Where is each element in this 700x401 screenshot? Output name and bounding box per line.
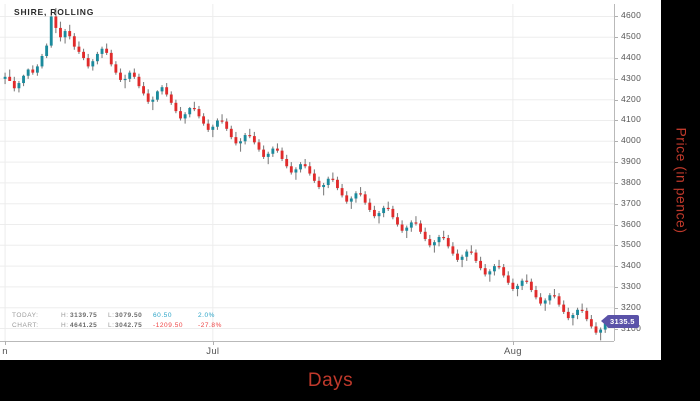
y-tick-mark bbox=[615, 162, 618, 164]
y-axis-tick: 3600 bbox=[615, 219, 661, 229]
y-tick-label: 4100 bbox=[621, 114, 642, 125]
y-axis-tick: 4300 bbox=[615, 73, 661, 83]
y-tick-label: 3300 bbox=[621, 280, 642, 291]
x-tick-label: n bbox=[2, 346, 8, 357]
y-tick-label: 4300 bbox=[621, 72, 642, 83]
x-tick-mark bbox=[212, 341, 214, 345]
x-tick-label: Jul bbox=[206, 346, 220, 357]
x-axis-line bbox=[0, 341, 614, 342]
y-tick-mark bbox=[615, 245, 618, 247]
y-tick-label: 3500 bbox=[621, 239, 642, 250]
y-axis: 4600 4500 4400 4300 4200 4100 4000 3900 3800 3700… bbox=[612, 0, 661, 345]
y-tick-mark bbox=[615, 328, 618, 330]
readout-low-label: L: bbox=[108, 312, 115, 319]
readout-low-value: 3079.50 bbox=[115, 312, 143, 319]
readout-high-value: 3139.75 bbox=[70, 312, 98, 319]
y-axis-title-text: Price (in pence) bbox=[673, 126, 689, 234]
y-axis-tick: 3400 bbox=[615, 260, 661, 270]
plot-area[interactable] bbox=[0, 4, 614, 341]
readout-row-label: TODAY: bbox=[12, 312, 39, 319]
chart-title: SHIRE, ROLLING bbox=[14, 7, 95, 17]
y-tick-label: 4600 bbox=[621, 10, 642, 21]
readout-row-label: CHART: bbox=[12, 322, 39, 329]
y-tick-mark bbox=[615, 99, 618, 101]
x-axis-title: Days bbox=[307, 370, 354, 391]
readout-low-label: L: bbox=[108, 322, 115, 329]
readout-change-value: -1209.50 bbox=[153, 322, 184, 329]
readout-percent-value: 2.0% bbox=[198, 312, 216, 319]
y-tick-mark bbox=[615, 286, 618, 288]
y-tick-mark bbox=[615, 224, 618, 226]
chart-panel: SHIRE, ROLLING 4600 4500 4400 4300 4200 4100 4… bbox=[0, 0, 661, 360]
y-axis-tick: 3900 bbox=[615, 156, 661, 166]
readout-percent-value: -27.8% bbox=[198, 322, 222, 329]
y-tick-mark bbox=[615, 78, 618, 80]
y-axis-tick: 3800 bbox=[615, 177, 661, 187]
y-axis-tick: 3500 bbox=[615, 239, 661, 249]
y-tick-label: 3900 bbox=[621, 156, 642, 167]
y-axis-tick: 3300 bbox=[615, 281, 661, 291]
y-tick-mark bbox=[615, 203, 618, 205]
y-tick-label: 3200 bbox=[621, 301, 642, 312]
y-axis-tick: 4400 bbox=[615, 52, 661, 62]
y-axis-tick: 4500 bbox=[615, 31, 661, 41]
y-tick-mark bbox=[615, 307, 618, 309]
readout-high-label: H: bbox=[61, 312, 69, 319]
readout-high-label: H: bbox=[61, 322, 69, 329]
y-tick-mark bbox=[615, 37, 618, 39]
current-price-value: 3135.5 bbox=[607, 314, 639, 328]
y-tick-mark bbox=[615, 182, 618, 184]
x-tick-mark bbox=[5, 341, 7, 345]
y-tick-label: 3600 bbox=[621, 218, 642, 229]
y-axis-title: Price (in pence) bbox=[661, 0, 700, 360]
y-axis-tick: 4200 bbox=[615, 94, 661, 104]
x-axis: nJulAugSepOctNovDec2018Feb bbox=[0, 341, 614, 361]
y-axis-tick: 4000 bbox=[615, 135, 661, 145]
y-tick-label: 4200 bbox=[621, 93, 642, 104]
y-tick-mark bbox=[615, 266, 618, 268]
y-axis-tick: 4600 bbox=[615, 10, 661, 20]
readout-high-value: 4641.25 bbox=[70, 322, 98, 329]
y-tick-label: 4000 bbox=[621, 135, 642, 146]
y-tick-mark bbox=[615, 141, 618, 143]
y-tick-mark bbox=[615, 120, 618, 122]
y-axis-tick: 3200 bbox=[615, 302, 661, 312]
x-tick-label: Aug bbox=[503, 346, 522, 357]
y-tick-mark bbox=[615, 58, 618, 60]
y-tick-label: 4400 bbox=[621, 52, 642, 63]
y-tick-label: 3800 bbox=[621, 176, 642, 187]
y-axis-tick: 3100 bbox=[615, 323, 661, 333]
y-tick-label: 3400 bbox=[621, 260, 642, 271]
y-tick-mark bbox=[615, 16, 618, 18]
y-tick-label: 4500 bbox=[621, 31, 642, 42]
badge-pointer-icon bbox=[601, 314, 608, 327]
y-axis-tick: 4100 bbox=[615, 114, 661, 124]
readout-change-value: 60.50 bbox=[153, 312, 173, 319]
candlestick-series bbox=[3, 7, 607, 341]
y-axis-tick: 3700 bbox=[615, 198, 661, 208]
x-tick-mark bbox=[512, 341, 514, 345]
y-tick-label: 3700 bbox=[621, 197, 642, 208]
readout-low-value: 3042.75 bbox=[115, 322, 143, 329]
y-axis-line bbox=[614, 4, 615, 341]
